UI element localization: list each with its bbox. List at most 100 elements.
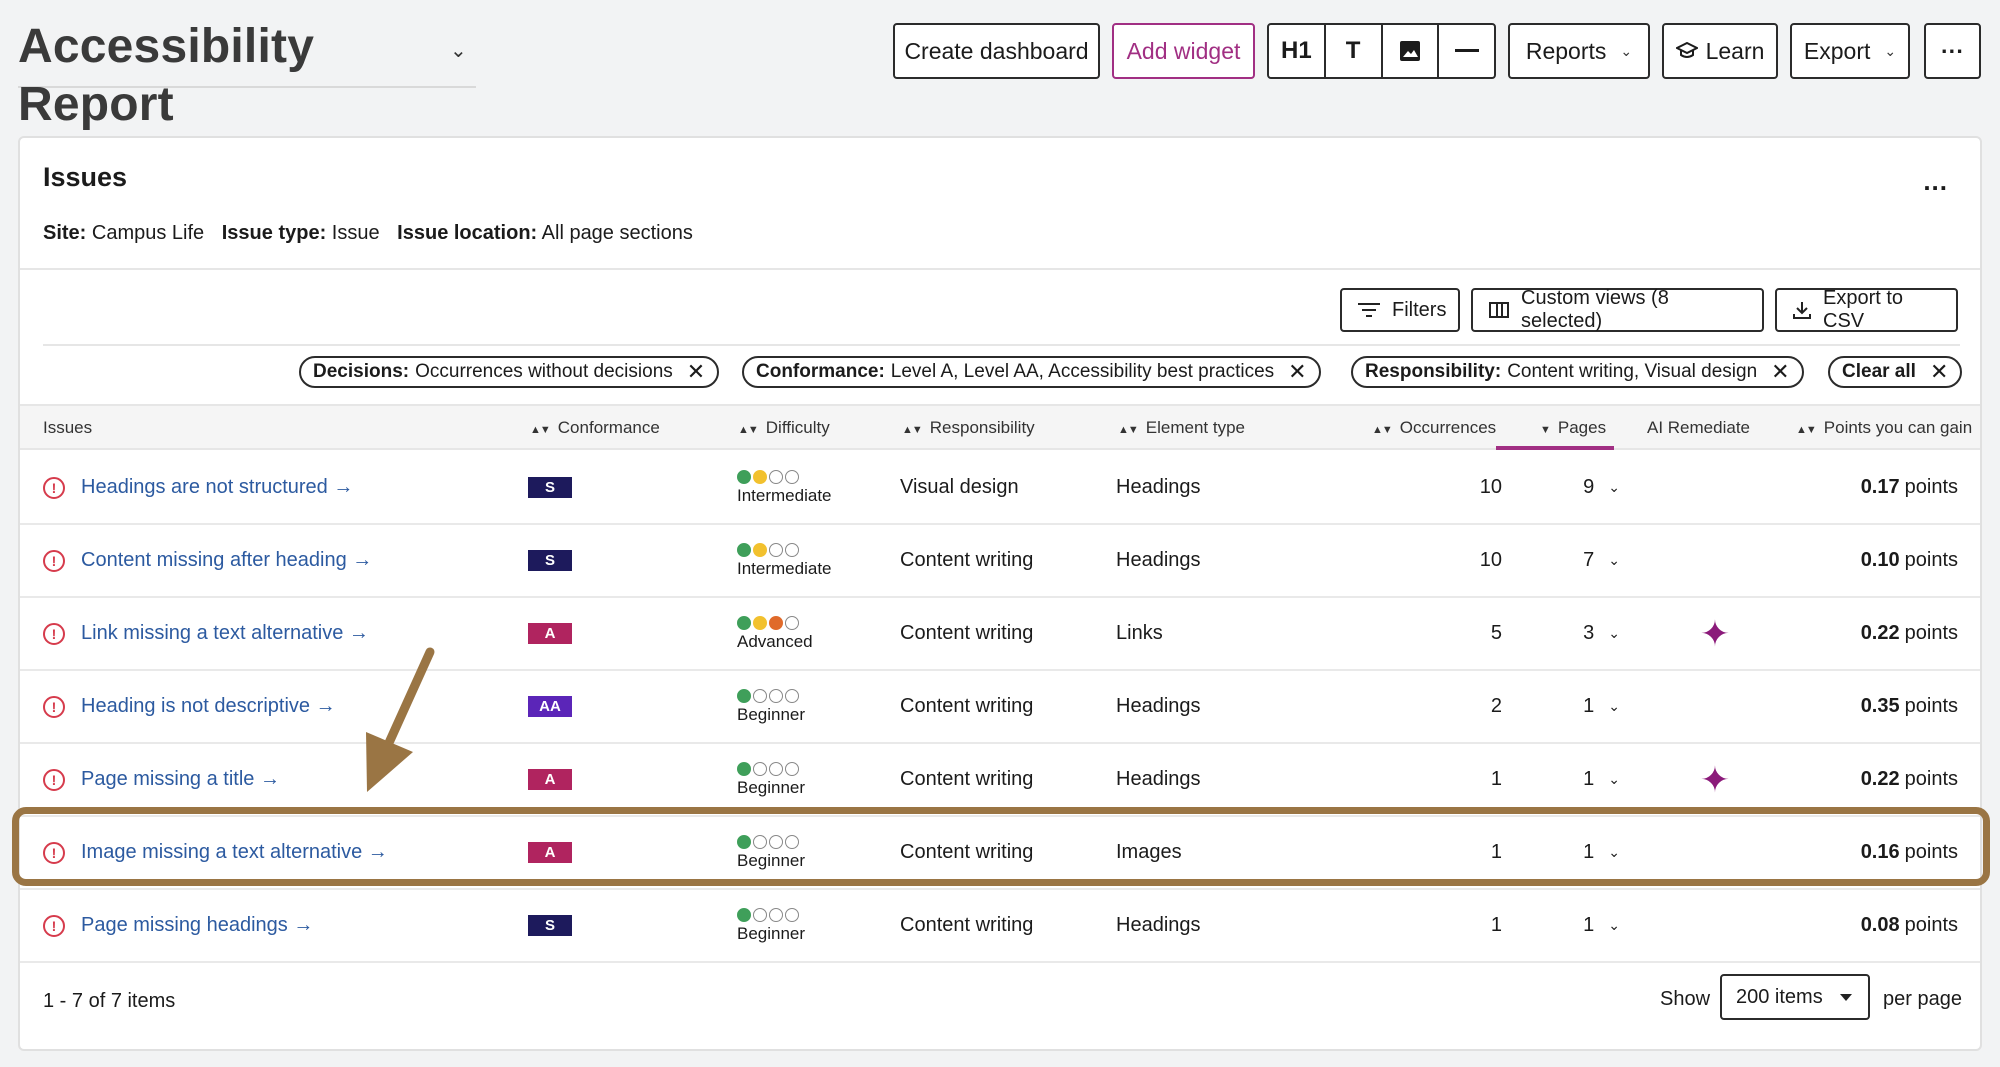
issue-link[interactable]: Image missing a text alternative → [81, 841, 388, 863]
pages-cell[interactable]: 1 ⌄ [1520, 671, 1620, 742]
table-row[interactable]: ! Page missing a title → A Beginner Content … [20, 744, 1980, 817]
image-format-button[interactable] [1383, 25, 1440, 77]
pages-cell[interactable]: 3 ⌄ [1520, 598, 1620, 669]
table-row[interactable]: ! Link missing a text alternative → A Advan… [20, 598, 1980, 671]
chevron-down-icon[interactable]: ⌄ [1608, 479, 1620, 495]
chevron-down-icon[interactable]: ⌄ [1608, 844, 1620, 860]
issue-cell[interactable]: ! Headings are not structured → [43, 452, 353, 523]
difficulty-dots [737, 615, 799, 630]
difficulty-dot [785, 469, 799, 484]
close-icon[interactable]: ✕ [1288, 359, 1307, 384]
create-dashboard-button[interactable]: Create dashboard [893, 23, 1100, 79]
card-more-button[interactable]: ... [1923, 166, 1948, 196]
export-csv-button[interactable]: Export to CSV [1775, 287, 1958, 332]
column-header-difficulty[interactable]: ▲▼ Difficulty [738, 418, 830, 438]
filter-icon [1358, 302, 1380, 318]
sort-icon: ▲▼ [902, 424, 923, 436]
filter-chip-decisions[interactable]: Decisions: Occurrences without decisions ✕ [299, 356, 720, 388]
pages-cell[interactable]: 9 ⌄ [1520, 452, 1620, 523]
column-header-ai-remediate: AI Remediate [1647, 418, 1750, 438]
issue-link[interactable]: Headings are not structured → [81, 476, 354, 498]
t-label: T [1345, 37, 1361, 64]
column-header-element-type[interactable]: ▲▼ Element type [1118, 418, 1245, 438]
issue-cell[interactable]: ! Page missing a title → [43, 744, 280, 815]
element-type-cell: Links [1116, 622, 1163, 644]
difficulty-dot [785, 761, 799, 776]
issue-link[interactable]: Heading is not descriptive → [81, 695, 336, 717]
table-row[interactable]: ! Image missing a text alternative → A Begi… [20, 817, 1980, 890]
difficulty-dot [753, 542, 767, 557]
chevron-down-icon[interactable]: ⌄ [1608, 552, 1620, 568]
filters-button[interactable]: Filters [1340, 288, 1460, 332]
chevron-down-icon[interactable]: ⌄ [1608, 771, 1620, 787]
issue-link[interactable]: Page missing headings → [81, 914, 314, 936]
heading-format-button[interactable]: H1 [1269, 25, 1326, 77]
ai-remediate-sparkle-icon[interactable]: ✦ [1699, 612, 1731, 654]
conformance-badge: S [528, 915, 572, 936]
chevron-down-icon[interactable]: ⌄ [450, 40, 467, 62]
occurrences-cell: 2 [1490, 695, 1502, 717]
difficulty-cell: Intermediate [737, 525, 832, 596]
issue-cell[interactable]: ! Page missing headings → [43, 890, 313, 961]
difficulty-label: Intermediate [737, 485, 832, 505]
sort-icon: ▲▼ [1796, 424, 1817, 436]
horizontal-rule-icon [1454, 49, 1479, 52]
add-widget-label: Add widget [1126, 37, 1241, 64]
table-row[interactable]: ! Page missing headings → S Beginner Content… [20, 890, 1980, 963]
table-row[interactable]: ! Content missing after heading → S Interme… [20, 525, 1980, 598]
column-header-occurrences[interactable]: ▲▼ Occurrences [1372, 418, 1496, 438]
difficulty-dot [753, 469, 767, 484]
difficulty-dot [737, 469, 751, 484]
close-icon[interactable]: ✕ [686, 359, 706, 384]
filter-chip-responsibility[interactable]: Responsibility: Content writing, Visual d… [1351, 356, 1804, 388]
issue-link[interactable]: Page missing a title → [81, 768, 280, 790]
close-icon[interactable]: ✕ [1929, 359, 1949, 384]
pages-cell[interactable]: 1 ⌄ [1520, 890, 1620, 961]
column-header-responsibility[interactable]: ▲▼ Responsibility [902, 418, 1035, 438]
highlight-annotation-box [12, 807, 1990, 886]
export-dropdown[interactable]: Export ⌄ [1790, 23, 1910, 79]
reports-dropdown[interactable]: Reports ⌄ [1508, 23, 1650, 79]
column-header-points[interactable]: ▲▼ Points you can gain [1796, 418, 1972, 438]
column-header-conformance[interactable]: ▲▼ Conformance [530, 418, 660, 438]
element-type-cell: Headings [1116, 914, 1201, 936]
ai-remediate-sparkle-icon[interactable]: ✦ [1699, 758, 1731, 800]
learn-button[interactable]: Learn [1662, 23, 1778, 79]
text-format-button[interactable]: T [1326, 25, 1383, 77]
close-icon[interactable]: ✕ [1771, 359, 1790, 384]
points-unit: points [1904, 914, 1958, 936]
chevron-down-icon[interactable]: ⌄ [1608, 625, 1620, 641]
pages-cell[interactable]: 1 ⌄ [1520, 817, 1620, 888]
conformance-cell: S [528, 890, 572, 961]
difficulty-label: Beginner [737, 704, 806, 724]
filter-chip-conformance[interactable]: Conformance: Level A, Level AA, Accessibi… [742, 356, 1321, 388]
column-header-issues: Issues [43, 418, 92, 438]
clear-all-chip[interactable]: Clear all ✕ [1828, 356, 1963, 388]
sort-descending-icon: ▼ [1540, 424, 1551, 436]
table-row[interactable]: ! Heading is not descriptive → AA Beginner C… [20, 671, 1980, 744]
table-row[interactable]: ! Headings are not structured → S Intermedi… [20, 452, 1980, 525]
report-title-selector[interactable]: Accessibility Report ⌄ [18, 18, 476, 131]
chevron-down-icon[interactable]: ⌄ [1608, 698, 1620, 714]
pages-cell[interactable]: 1 ⌄ [1520, 744, 1620, 815]
pages-cell[interactable]: 7 ⌄ [1520, 525, 1620, 596]
difficulty-dot [769, 761, 783, 776]
items-per-page-select[interactable]: 200 items [1720, 974, 1870, 1020]
column-label: Issues [43, 418, 93, 437]
difficulty-dot [785, 688, 799, 703]
reports-label: Reports [1525, 37, 1607, 64]
more-options-button[interactable]: ··· [1924, 23, 1981, 79]
custom-views-button[interactable]: Custom views (8 selected) [1471, 287, 1764, 332]
chevron-down-icon: ⌄ [1884, 42, 1897, 59]
issue-cell[interactable]: ! Link missing a text alternative → [43, 598, 369, 669]
add-widget-button[interactable]: Add widget [1112, 23, 1255, 79]
issue-link[interactable]: Link missing a text alternative → [81, 622, 369, 644]
divider-format-button[interactable] [1439, 25, 1494, 77]
chevron-down-icon[interactable]: ⌄ [1608, 917, 1620, 933]
issue-link[interactable]: Content missing after heading → [81, 549, 373, 571]
issue-cell[interactable]: ! Heading is not descriptive → [43, 671, 336, 742]
issue-cell[interactable]: ! Image missing a text alternative → [43, 817, 388, 888]
column-header-pages[interactable]: ▼ Pages [1540, 418, 1606, 438]
issue-cell[interactable]: ! Content missing after heading → [43, 525, 372, 596]
pages-value: 9 [1583, 476, 1595, 498]
